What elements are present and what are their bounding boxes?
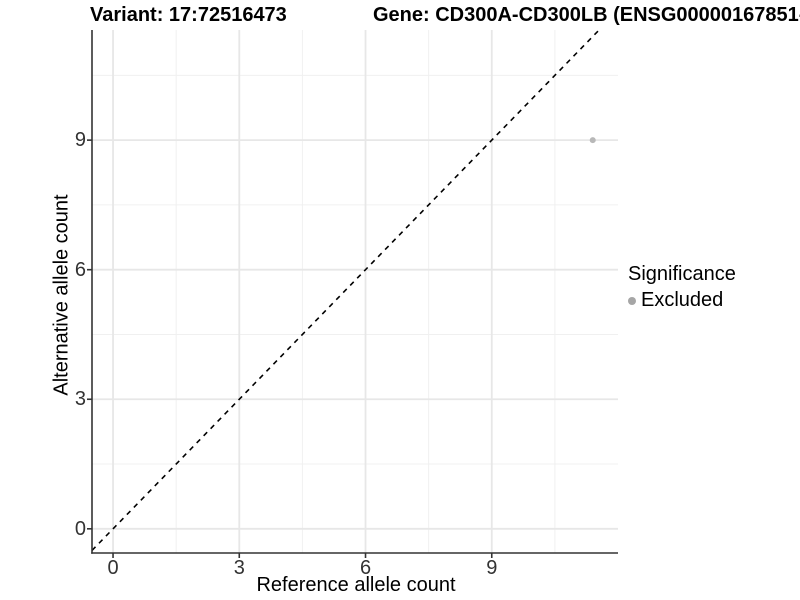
legend-title: Significance — [628, 263, 736, 285]
plot-title-variant: Variant: 17:72516473 — [90, 4, 287, 26]
legend: Significance Excluded — [628, 263, 736, 312]
y-tick-label: 3 — [74, 388, 86, 411]
data-point-excluded — [589, 137, 596, 144]
x-tick-label: 3 — [233, 557, 245, 579]
x-tick-label: 6 — [359, 557, 372, 579]
legend-point-icon — [628, 296, 636, 305]
y-tick-label: 6 — [74, 258, 86, 281]
x-axis-title: Reference allele count — [256, 574, 456, 596]
x-tick-label: 0 — [107, 557, 119, 579]
y-tick-label: 0 — [74, 517, 86, 540]
y-tick-label: 9 — [74, 129, 86, 152]
plot-title-gene: Gene: CD300A-CD300LB (ENSG00000167851- — [373, 4, 800, 26]
x-tick-label: 9 — [486, 557, 498, 579]
identity-reference-line — [91, 29, 600, 551]
legend-item-label: Excluded — [641, 289, 724, 311]
legend-item-excluded: Excluded — [628, 289, 736, 312]
y-axis-title: Alternative allele count — [50, 194, 73, 396]
